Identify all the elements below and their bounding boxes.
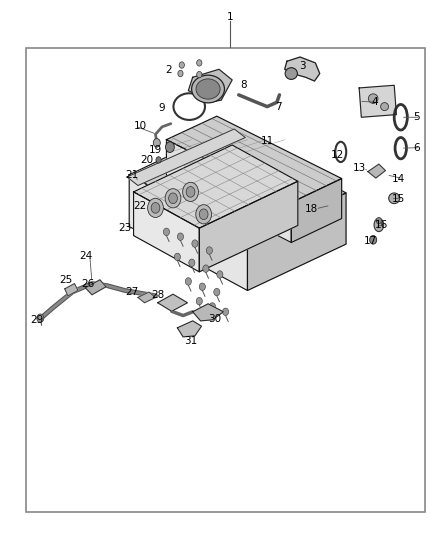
- Circle shape: [203, 265, 209, 272]
- Polygon shape: [166, 140, 291, 243]
- Text: 5: 5: [413, 112, 420, 122]
- Circle shape: [376, 217, 381, 224]
- Circle shape: [153, 139, 160, 147]
- Circle shape: [199, 209, 208, 220]
- Circle shape: [189, 259, 195, 266]
- Circle shape: [183, 182, 198, 201]
- Circle shape: [166, 142, 174, 152]
- Ellipse shape: [389, 193, 399, 204]
- Circle shape: [217, 271, 223, 278]
- Polygon shape: [129, 128, 346, 240]
- Circle shape: [179, 62, 184, 68]
- Circle shape: [37, 314, 44, 322]
- Text: 29: 29: [31, 315, 44, 325]
- Text: 3: 3: [299, 61, 306, 70]
- Polygon shape: [285, 57, 320, 81]
- Text: 31: 31: [184, 336, 197, 346]
- Text: 17: 17: [364, 236, 377, 246]
- Ellipse shape: [285, 68, 297, 79]
- Text: 12: 12: [331, 150, 344, 159]
- Text: 13: 13: [353, 163, 366, 173]
- Text: 11: 11: [261, 136, 274, 146]
- Polygon shape: [85, 280, 106, 295]
- Text: 24: 24: [79, 251, 92, 261]
- Text: 21: 21: [125, 170, 138, 180]
- Text: 2: 2: [165, 66, 172, 75]
- Text: 10: 10: [134, 122, 147, 131]
- Text: 16: 16: [374, 220, 388, 230]
- Circle shape: [196, 297, 202, 305]
- Ellipse shape: [191, 75, 224, 103]
- Text: 20: 20: [140, 155, 153, 165]
- Circle shape: [197, 71, 202, 78]
- Circle shape: [223, 308, 229, 316]
- Polygon shape: [199, 181, 298, 272]
- Circle shape: [196, 205, 212, 224]
- Circle shape: [165, 189, 181, 208]
- Polygon shape: [158, 294, 187, 311]
- Ellipse shape: [374, 219, 384, 232]
- Circle shape: [206, 247, 212, 254]
- Text: 25: 25: [59, 276, 72, 285]
- Circle shape: [209, 303, 215, 310]
- Text: 28: 28: [151, 290, 164, 300]
- Text: 7: 7: [275, 102, 282, 111]
- Circle shape: [174, 253, 180, 261]
- Circle shape: [197, 60, 202, 66]
- Circle shape: [177, 233, 184, 240]
- Text: 22: 22: [134, 201, 147, 211]
- Text: 4: 4: [371, 98, 378, 107]
- Text: 14: 14: [392, 174, 405, 183]
- Text: 6: 6: [413, 143, 420, 152]
- Text: 9: 9: [159, 103, 166, 112]
- Circle shape: [156, 157, 161, 163]
- Polygon shape: [134, 192, 199, 272]
- Circle shape: [186, 187, 195, 197]
- Polygon shape: [65, 284, 78, 296]
- Ellipse shape: [196, 79, 220, 99]
- Polygon shape: [129, 175, 247, 290]
- Text: 30: 30: [208, 314, 221, 324]
- Polygon shape: [359, 85, 396, 117]
- Circle shape: [148, 198, 163, 217]
- Circle shape: [151, 203, 160, 213]
- Circle shape: [192, 240, 198, 247]
- Text: 23: 23: [118, 223, 131, 233]
- Circle shape: [199, 283, 205, 290]
- Ellipse shape: [381, 102, 389, 110]
- Text: 15: 15: [392, 194, 405, 204]
- Polygon shape: [138, 292, 155, 303]
- Circle shape: [370, 236, 377, 244]
- Polygon shape: [177, 321, 201, 337]
- Polygon shape: [368, 164, 385, 178]
- Circle shape: [185, 278, 191, 285]
- Text: 26: 26: [81, 279, 94, 289]
- Circle shape: [178, 70, 183, 77]
- Text: 8: 8: [240, 80, 247, 90]
- Polygon shape: [193, 304, 223, 321]
- Bar: [26, 48, 425, 512]
- Circle shape: [214, 288, 220, 296]
- Polygon shape: [127, 129, 245, 185]
- Polygon shape: [188, 69, 232, 102]
- Polygon shape: [291, 179, 342, 243]
- Text: 1: 1: [226, 12, 233, 22]
- Text: 18: 18: [304, 204, 318, 214]
- Text: 19: 19: [149, 146, 162, 155]
- Polygon shape: [247, 193, 346, 290]
- Text: 27: 27: [125, 287, 138, 297]
- Ellipse shape: [368, 94, 378, 103]
- Polygon shape: [134, 145, 298, 228]
- Circle shape: [169, 193, 177, 204]
- Circle shape: [163, 228, 170, 236]
- Polygon shape: [166, 116, 342, 203]
